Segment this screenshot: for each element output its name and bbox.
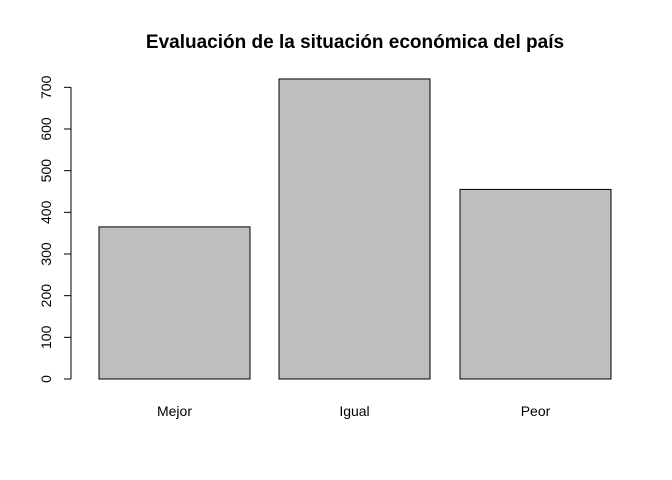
x-axis-labels: Mejor Igual Peor (157, 403, 551, 419)
bar-mejor (98, 226, 251, 380)
bar-peor (459, 188, 612, 380)
y-tick-label-200: 200 (38, 284, 54, 308)
chart-title: Evaluación de la situación económica del… (146, 32, 564, 53)
x-label-mejor: Mejor (157, 403, 192, 419)
y-tick-label-100: 100 (38, 325, 54, 349)
y-axis: 0 100 200 300 400 500 600 700 (38, 75, 72, 383)
bar-igual (278, 78, 431, 380)
x-label-peor: Peor (521, 403, 551, 419)
y-tick-label-700: 700 (38, 75, 54, 99)
y-tick-label-300: 300 (38, 242, 54, 266)
y-tick-label-600: 600 (38, 117, 54, 141)
x-label-igual: Igual (339, 403, 369, 419)
y-tick-label-400: 400 (38, 200, 54, 224)
y-tick-label-500: 500 (38, 159, 54, 183)
bars (98, 78, 612, 380)
y-tick-label-0: 0 (38, 375, 54, 383)
